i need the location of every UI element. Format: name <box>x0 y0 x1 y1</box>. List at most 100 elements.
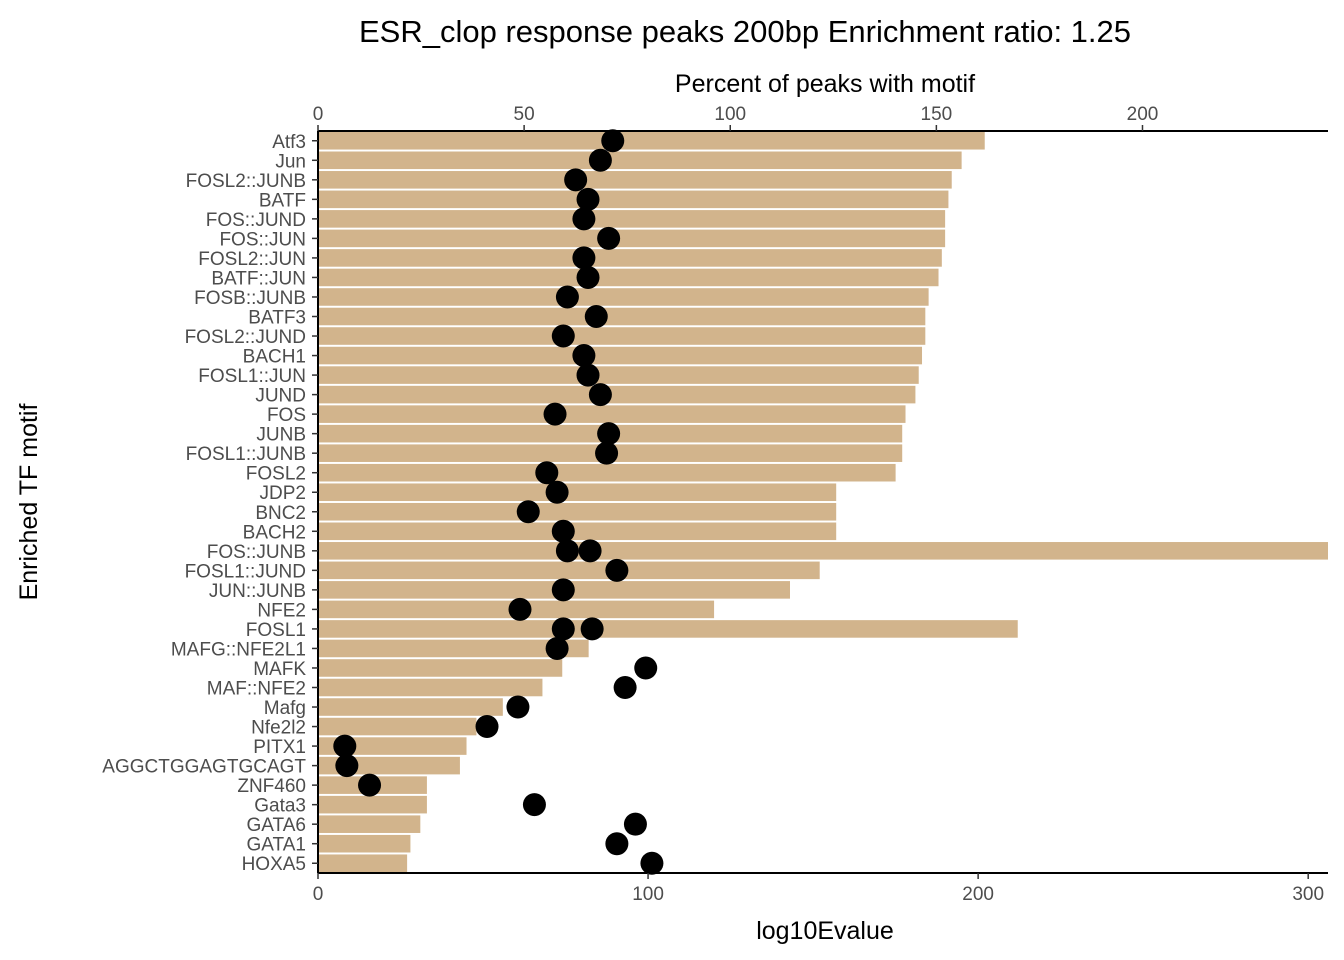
bar-21 <box>318 542 1328 560</box>
point-31 <box>333 734 357 758</box>
bar-25 <box>318 620 1018 638</box>
point-35 <box>623 812 647 836</box>
point-28 <box>613 676 637 699</box>
category-label-32: AGGCTGGAGTGCAGT <box>102 757 306 778</box>
point-14 <box>543 402 567 426</box>
category-label-35: GATA6 <box>247 815 306 836</box>
point-32 <box>335 754 359 778</box>
category-label-14: FOS <box>267 405 306 426</box>
point-6 <box>572 246 596 270</box>
point-7 <box>576 265 600 289</box>
x-tick-label-top-0: 0 <box>313 104 324 125</box>
bar-3 <box>318 190 949 209</box>
category-label-0: Atf3 <box>272 132 306 153</box>
bar-4 <box>318 210 946 228</box>
category-label-21: FOS::JUNB <box>207 542 306 563</box>
bar-0 <box>318 131 985 150</box>
point-5 <box>597 226 621 250</box>
bar-29 <box>318 698 503 716</box>
bar-11 <box>318 346 923 365</box>
category-label-34: Gata3 <box>254 796 306 817</box>
point-16 <box>595 441 619 465</box>
bar-26 <box>318 639 589 658</box>
category-label-11: BACH1 <box>243 347 306 368</box>
x-tick-label-top-3: 150 <box>921 104 953 125</box>
bar-7 <box>318 268 939 287</box>
bar-17 <box>318 463 896 482</box>
category-label-19: BNC2 <box>255 503 306 524</box>
bar-5 <box>318 229 946 248</box>
category-label-5: FOS::JUN <box>219 229 306 250</box>
bar-13 <box>318 385 916 404</box>
bars-layer <box>318 131 1328 873</box>
point-30 <box>475 715 499 739</box>
point-8 <box>555 285 579 309</box>
point-27 <box>634 656 658 680</box>
chart-title: ESR_clop response peaks 200bp Enrichment… <box>359 14 1131 49</box>
point-12 <box>576 363 600 387</box>
category-label-9: BATF3 <box>248 308 306 329</box>
category-label-25: FOSL1 <box>246 620 306 641</box>
bar-36 <box>318 834 411 853</box>
point-22 <box>605 558 629 582</box>
category-label-7: BATF::JUN <box>211 268 306 289</box>
point-20 <box>551 519 575 543</box>
point-33 <box>358 773 382 797</box>
point-25-0 <box>551 617 575 641</box>
y-axis-title: Enriched TF motif <box>15 404 43 601</box>
bar-22 <box>318 561 820 580</box>
bar-1 <box>318 151 962 170</box>
point-29 <box>506 695 530 719</box>
bar-10 <box>318 327 926 345</box>
category-label-4: FOS::JUND <box>206 210 306 231</box>
top-axis-title: Percent of peaks with motif <box>675 70 975 98</box>
x-tick-label-bottom-2: 200 <box>962 884 994 905</box>
point-25-1 <box>580 617 604 641</box>
category-label-27: MAFK <box>253 659 306 680</box>
point-34 <box>522 793 546 817</box>
point-21-0 <box>555 539 579 563</box>
point-26 <box>545 636 569 660</box>
point-4 <box>572 207 596 231</box>
category-label-13: JUND <box>255 386 306 407</box>
bar-9 <box>318 307 926 326</box>
category-label-8: FOSB::JUNB <box>194 288 306 309</box>
bar-19 <box>318 502 837 521</box>
bar-27 <box>318 659 563 677</box>
bar-18 <box>318 483 837 502</box>
x-tick-label-top-4: 200 <box>1127 104 1159 125</box>
category-label-37: HOXA5 <box>242 854 306 875</box>
bar-2 <box>318 171 952 189</box>
point-1 <box>588 148 612 172</box>
axes-layer: Atf3JunFOSL2::JUNBBATFFOS::JUNDFOS::JUNF… <box>102 104 1328 905</box>
x-tick-label-bottom-0: 0 <box>313 884 324 905</box>
category-label-20: BACH2 <box>243 522 306 543</box>
x-tick-label-bottom-3: 300 <box>1292 884 1324 905</box>
category-label-30: Nfe2l2 <box>251 718 306 739</box>
category-label-23: JUN::JUNB <box>209 581 306 602</box>
category-label-12: FOSL1::JUN <box>198 366 306 387</box>
point-11 <box>572 344 596 368</box>
category-label-17: FOSL2 <box>246 464 306 485</box>
bar-34 <box>318 795 427 814</box>
category-label-22: FOSL1::JUND <box>185 561 306 582</box>
category-label-16: FOSL1::JUNB <box>186 444 306 465</box>
category-label-29: Mafg <box>264 698 306 719</box>
bar-30 <box>318 717 477 736</box>
point-10 <box>551 324 575 348</box>
x-tick-label-bottom-1: 100 <box>632 884 664 905</box>
x-tick-label-top-2: 100 <box>714 104 746 125</box>
bar-6 <box>318 249 942 267</box>
point-36 <box>605 832 629 856</box>
point-15 <box>597 422 621 446</box>
bottom-axis-title: log10Evalue <box>756 917 894 945</box>
point-18 <box>545 480 569 504</box>
category-label-2: FOSL2::JUNB <box>186 171 306 192</box>
category-label-31: PITX1 <box>253 737 306 758</box>
category-label-36: GATA1 <box>247 835 306 856</box>
category-label-18: JDP2 <box>260 483 306 504</box>
point-0 <box>601 129 625 153</box>
bar-12 <box>318 366 919 384</box>
point-2 <box>564 168 588 192</box>
